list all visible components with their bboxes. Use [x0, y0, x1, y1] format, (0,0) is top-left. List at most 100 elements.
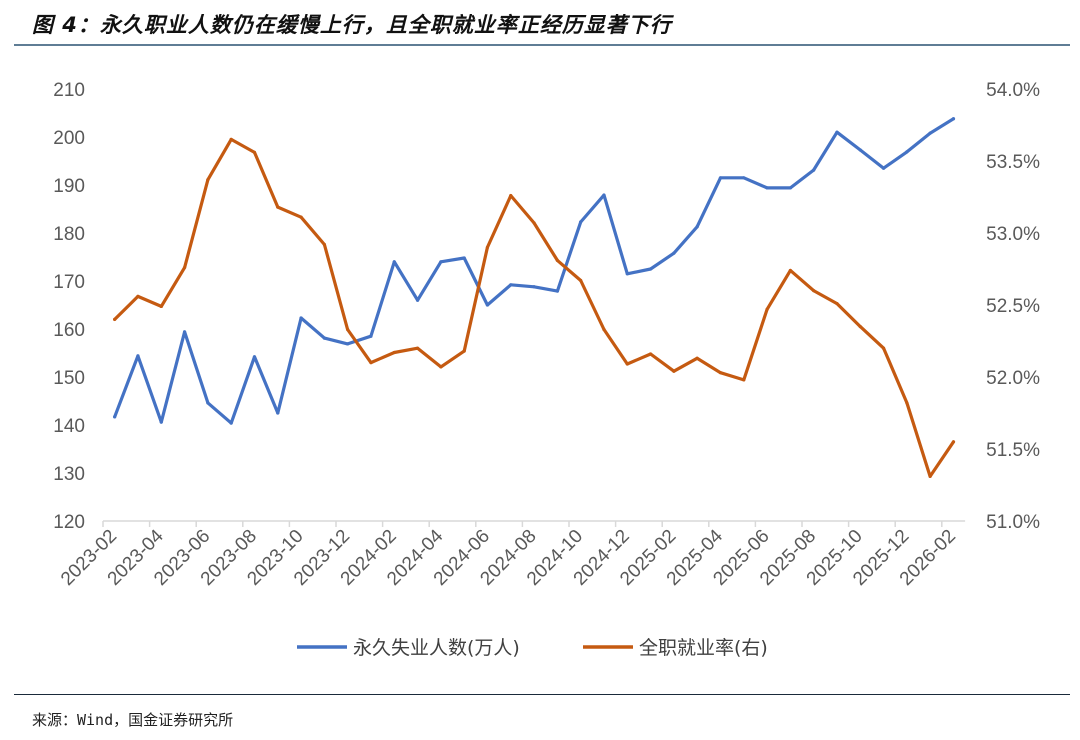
- data-point: [159, 304, 163, 309]
- legend-label: 全职就业率(右): [639, 637, 768, 659]
- data-point: [835, 130, 839, 134]
- data-point: [206, 401, 210, 405]
- data-point: [299, 215, 303, 219]
- data-point: [788, 268, 792, 273]
- data-point: [695, 225, 699, 229]
- data-point: [415, 298, 420, 302]
- data-point: [532, 285, 536, 289]
- data-point: [159, 420, 163, 424]
- data-point: [579, 278, 583, 283]
- data-point: [322, 336, 326, 340]
- data-point: [136, 354, 140, 358]
- data-point: [812, 168, 816, 172]
- data-point: [928, 131, 932, 135]
- data-point: [113, 317, 117, 321]
- data-point: [346, 342, 350, 346]
- y-right-tick-label: 51.0%: [986, 512, 1040, 533]
- data-point: [392, 350, 396, 355]
- data-point: [579, 220, 583, 224]
- data-point: [206, 178, 210, 182]
- data-point: [392, 260, 396, 264]
- y-right-tick-label: 53.5%: [986, 152, 1040, 173]
- data-point: [881, 346, 886, 350]
- y-left-tick-label: 130: [53, 464, 85, 485]
- data-point: [951, 117, 956, 121]
- data-point: [369, 361, 373, 365]
- data-point: [765, 307, 769, 311]
- data-point: [718, 371, 723, 375]
- data-point: [229, 137, 233, 141]
- data-point: [648, 352, 653, 356]
- data-point: [276, 411, 280, 415]
- data-point: [439, 260, 443, 264]
- data-point: [905, 150, 909, 154]
- data-point: [229, 421, 233, 425]
- data-point: [905, 401, 909, 405]
- data-point: [812, 289, 816, 293]
- data-point: [555, 258, 559, 262]
- data-point: [672, 251, 676, 255]
- data-point: [113, 415, 117, 419]
- data-point: [276, 205, 280, 209]
- data-point: [252, 150, 257, 154]
- data-point: [369, 334, 373, 338]
- y-left-tick-label: 210: [53, 80, 85, 101]
- data-point: [532, 221, 536, 225]
- data-point: [415, 346, 420, 350]
- y-right-tick-label: 51.5%: [986, 440, 1040, 461]
- y-left-tick-label: 170: [53, 272, 85, 293]
- data-point: [881, 166, 886, 170]
- data-point: [858, 325, 862, 329]
- data-point: [672, 369, 676, 373]
- data-point: [742, 176, 746, 180]
- data-point: [462, 349, 466, 353]
- data-point: [951, 440, 956, 444]
- legend-label: 永久失业人数(万人): [353, 637, 520, 659]
- data-point: [439, 365, 443, 369]
- title-divider: [14, 44, 1070, 46]
- data-point: [625, 272, 629, 276]
- data-point: [602, 327, 606, 332]
- data-point: [788, 186, 792, 190]
- data-point: [182, 330, 187, 334]
- data-point: [485, 303, 490, 307]
- y-right-tick-label: 53.0%: [986, 224, 1040, 245]
- data-point: [322, 242, 326, 247]
- data-point: [509, 283, 513, 287]
- y-right-tick-label: 52.5%: [986, 296, 1040, 317]
- y-right-tick-label: 52.0%: [986, 368, 1040, 389]
- data-point: [182, 265, 187, 270]
- data-point: [602, 193, 606, 197]
- axes: 120 130 140 150 160 170 180 190 200 210 51.0% 51.5%…: [53, 80, 1040, 590]
- y-left-tick-label: 190: [53, 176, 85, 197]
- data-point: [742, 378, 746, 382]
- data-point: [625, 362, 629, 366]
- data-point: [346, 327, 350, 332]
- data-point: [555, 289, 559, 293]
- y-left-tick-label: 160: [53, 320, 85, 341]
- series-line-permanent-unemployed: [113, 117, 956, 425]
- data-point: [928, 474, 932, 478]
- data-point: [462, 256, 466, 260]
- data-point: [695, 356, 699, 360]
- series-lines: [113, 117, 956, 478]
- data-point: [765, 186, 769, 190]
- y-left-tick-label: 150: [53, 368, 85, 389]
- data-point: [136, 294, 140, 298]
- data-point: [252, 355, 257, 359]
- series-line-fulltime-employment-rate: [113, 137, 956, 478]
- data-point: [509, 193, 513, 198]
- data-point: [299, 316, 303, 320]
- y-left-tick-label: 140: [53, 416, 85, 437]
- data-point: [648, 267, 653, 271]
- y-left-tick-label: 200: [53, 128, 85, 149]
- source-divider: [14, 694, 1070, 695]
- legend: 永久失业人数(万人) 全职就业率(右): [297, 637, 768, 659]
- y-left-tick-label: 180: [53, 224, 85, 245]
- data-point: [858, 148, 862, 152]
- source-note: 来源：Wind，国金证券研究所: [32, 711, 234, 729]
- y-right-tick-label: 54.0%: [986, 80, 1040, 101]
- y-left-tick-label: 120: [53, 512, 85, 533]
- data-point: [718, 176, 723, 180]
